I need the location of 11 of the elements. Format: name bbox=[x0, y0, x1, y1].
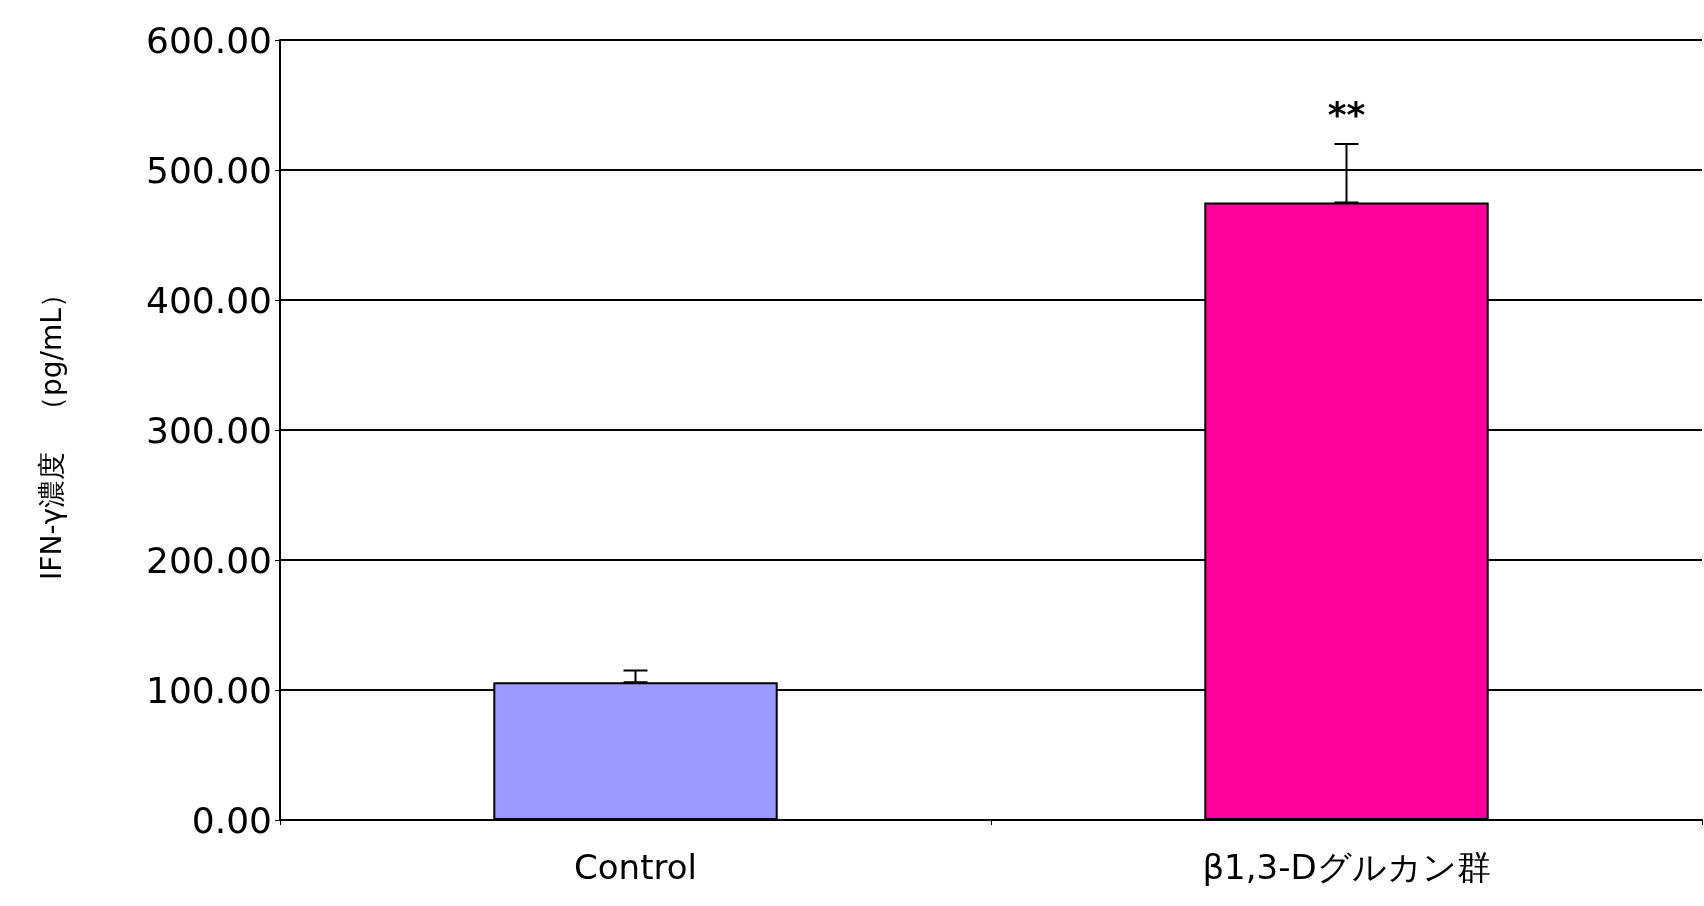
y-tick-label: 0.00 bbox=[191, 799, 272, 841]
y-tick-label: 300.00 bbox=[146, 409, 272, 451]
x-tick-label: β1,3-Dグルカン群 bbox=[1202, 847, 1491, 887]
x-tick-label: Control bbox=[574, 847, 697, 887]
y-axis-title: IFN-γ濃度 （pg/mL） bbox=[34, 280, 68, 580]
y-tick-label: 600.00 bbox=[146, 19, 272, 61]
y-tick-label: 100.00 bbox=[146, 669, 272, 711]
y-tick-label: 200.00 bbox=[146, 539, 272, 581]
y-tick-label: 400.00 bbox=[146, 279, 272, 321]
y-tick-label: 500.00 bbox=[146, 149, 272, 191]
annotation: ** bbox=[1327, 93, 1366, 135]
